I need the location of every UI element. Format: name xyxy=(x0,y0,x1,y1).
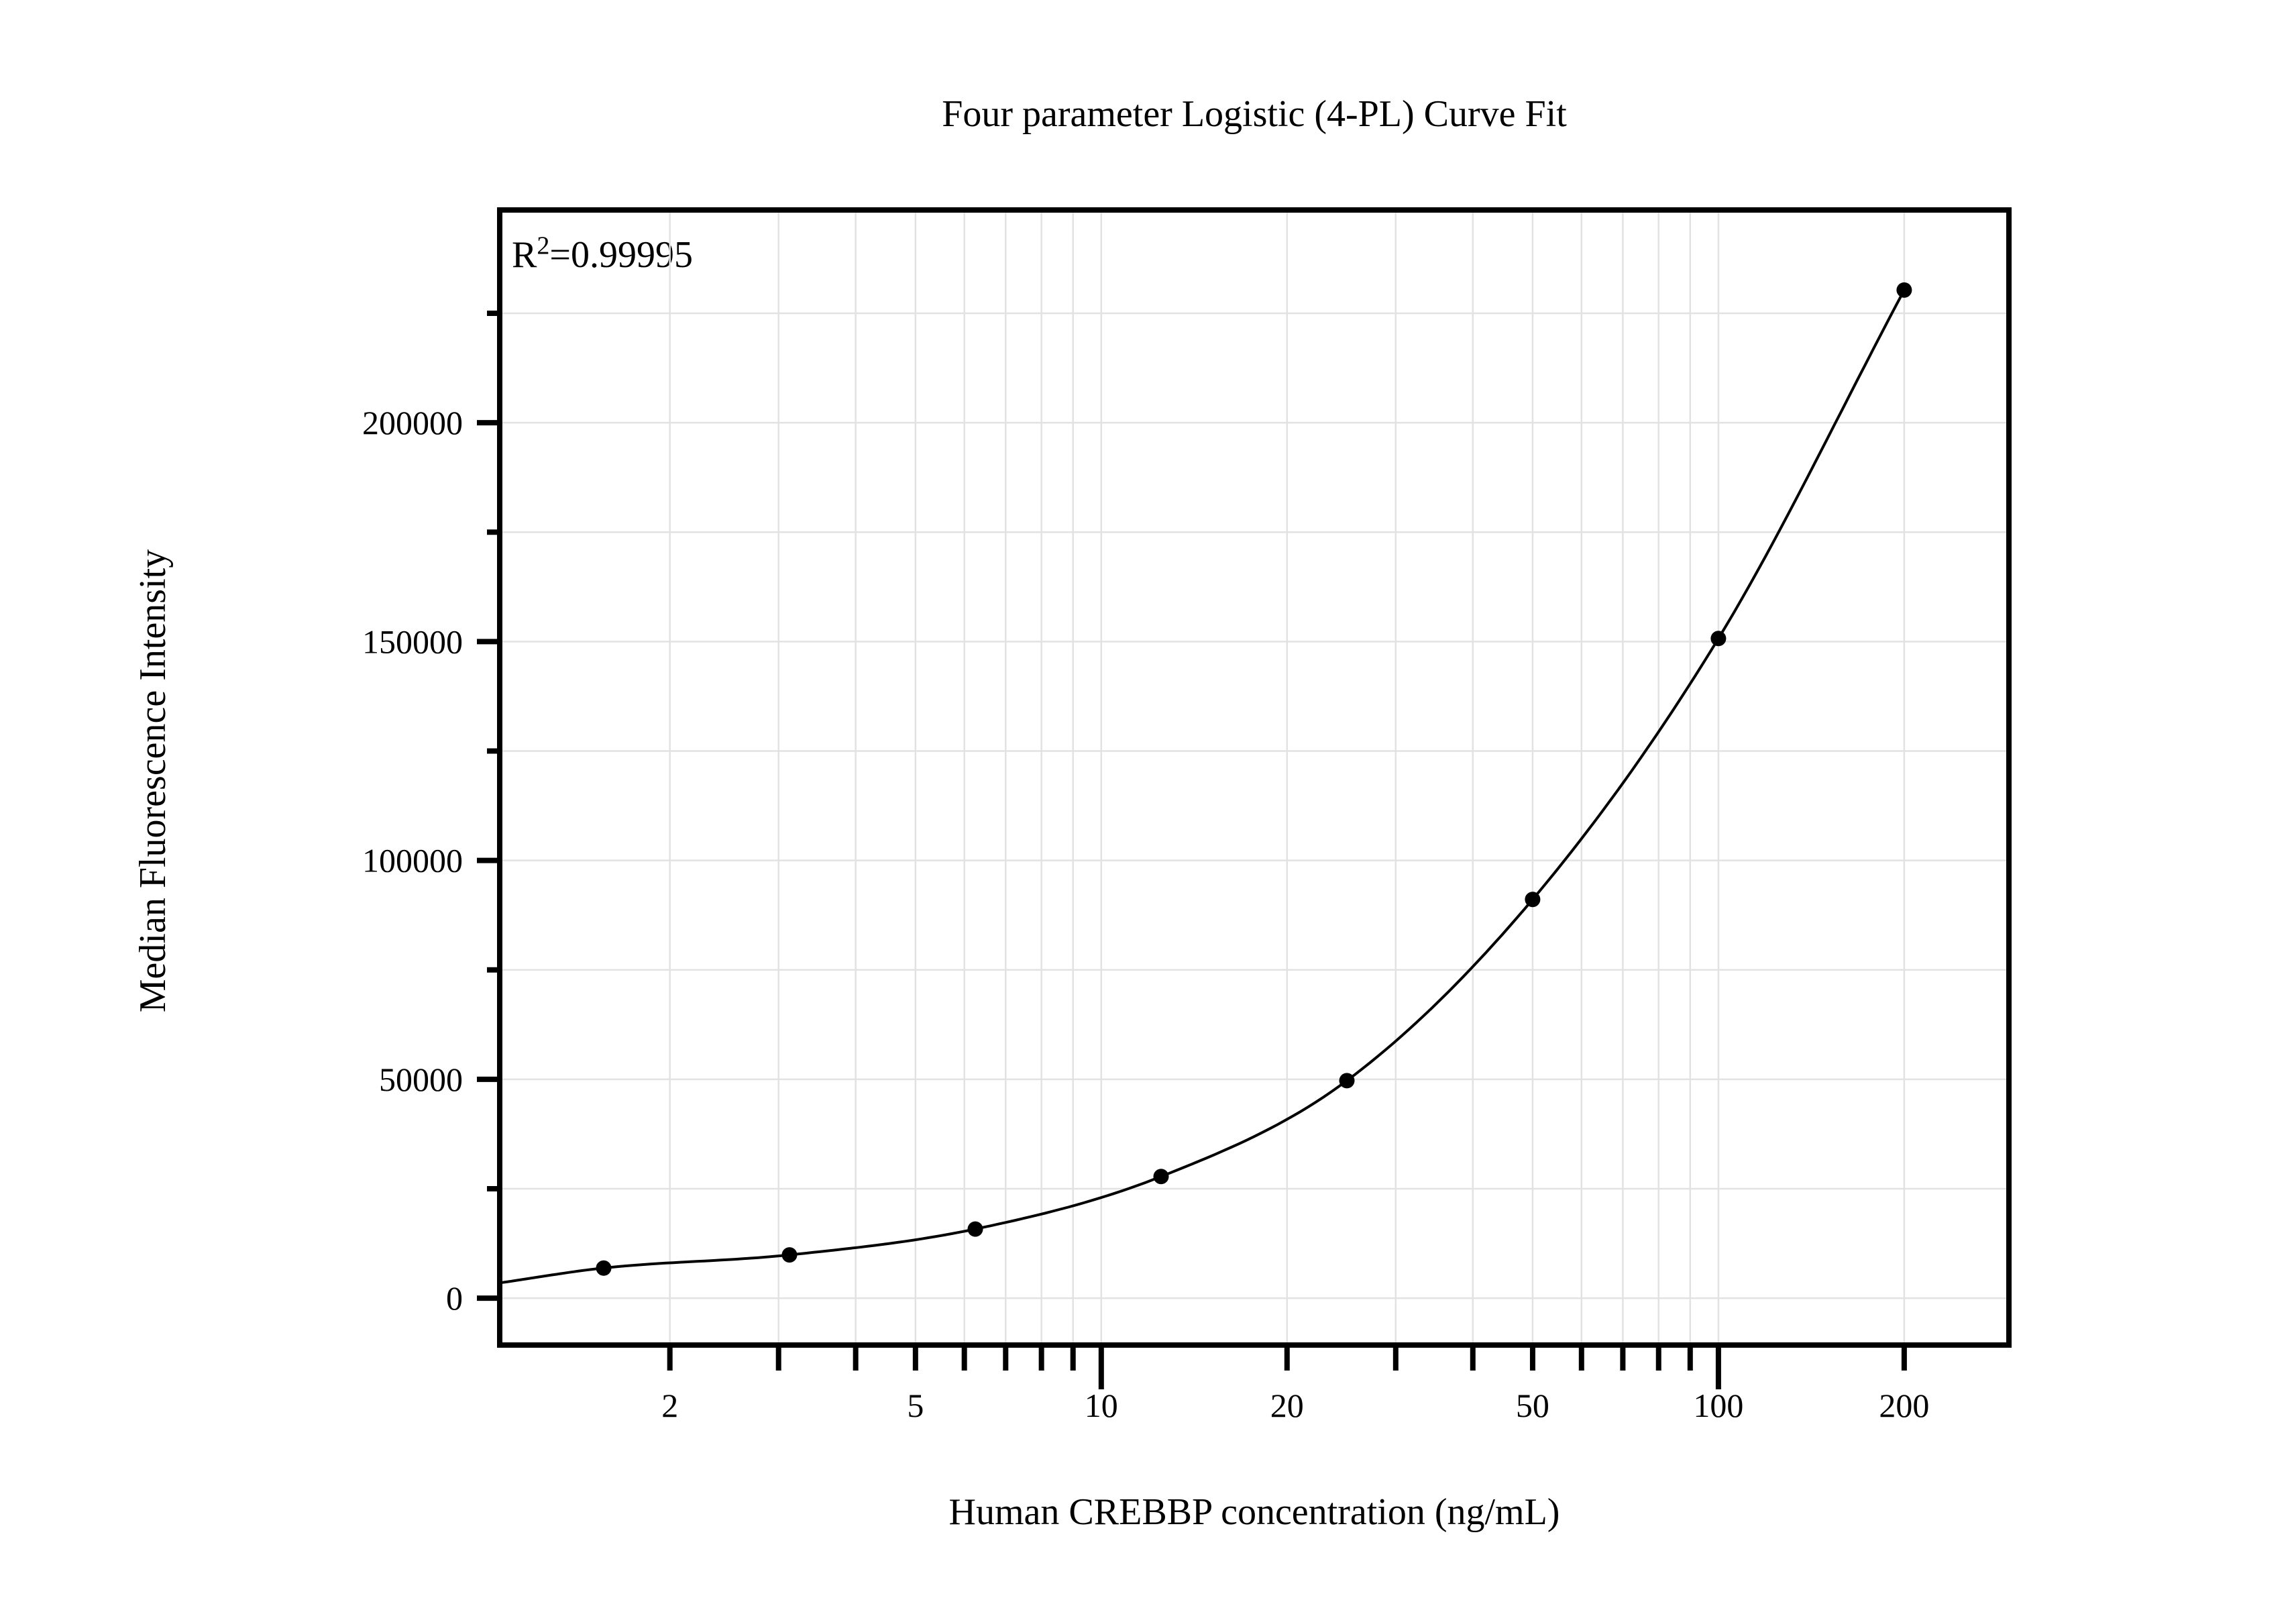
data-point xyxy=(596,1260,612,1276)
x-tick-label: 5 xyxy=(907,1387,924,1424)
plot-frame xyxy=(497,207,2012,1348)
data-point xyxy=(1153,1169,1169,1185)
x-axis-title: Human CREBBP concentration (ng/mL) xyxy=(948,1491,1560,1533)
r-squared-base: R xyxy=(512,234,537,276)
markers-layer xyxy=(596,282,1912,1276)
y-tick-label: 150000 xyxy=(362,623,463,660)
y-tick-label: 200000 xyxy=(362,404,463,441)
x-tick-label: 50 xyxy=(1516,1387,1549,1424)
tick-labels-layer: 2 5 10 20 50 100 200 0 50000 100000 150000 200000 xyxy=(362,404,1929,1424)
y-tick-label: 0 xyxy=(446,1279,463,1317)
fit-curve xyxy=(499,289,1906,1285)
data-point xyxy=(1339,1073,1355,1089)
gridlines-layer xyxy=(500,210,2009,1345)
curve-layer xyxy=(499,289,1906,1285)
y-tick-label: 100000 xyxy=(362,842,463,879)
x-tick-label: 200 xyxy=(1879,1387,1929,1424)
data-point xyxy=(1710,631,1727,647)
data-point xyxy=(781,1247,798,1263)
r-squared-value: =0.99995 xyxy=(549,234,693,276)
x-tick-label: 10 xyxy=(1085,1387,1118,1424)
x-tick-label: 2 xyxy=(661,1387,678,1424)
ticks-layer xyxy=(477,310,1907,1389)
chart-title: Four parameter Logistic (4-PL) Curve Fit xyxy=(942,93,1567,135)
r-squared-superscript: 2 xyxy=(537,231,550,260)
y-tick-label: 50000 xyxy=(379,1061,463,1098)
data-point xyxy=(967,1221,983,1237)
r-squared-annotation: R2=0.99995 xyxy=(512,233,693,276)
frame-layer xyxy=(497,207,2012,1348)
x-tick-label: 20 xyxy=(1270,1387,1304,1424)
x-tick-label: 100 xyxy=(1693,1387,1743,1424)
data-point xyxy=(1896,282,1912,298)
data-point xyxy=(1525,892,1541,908)
